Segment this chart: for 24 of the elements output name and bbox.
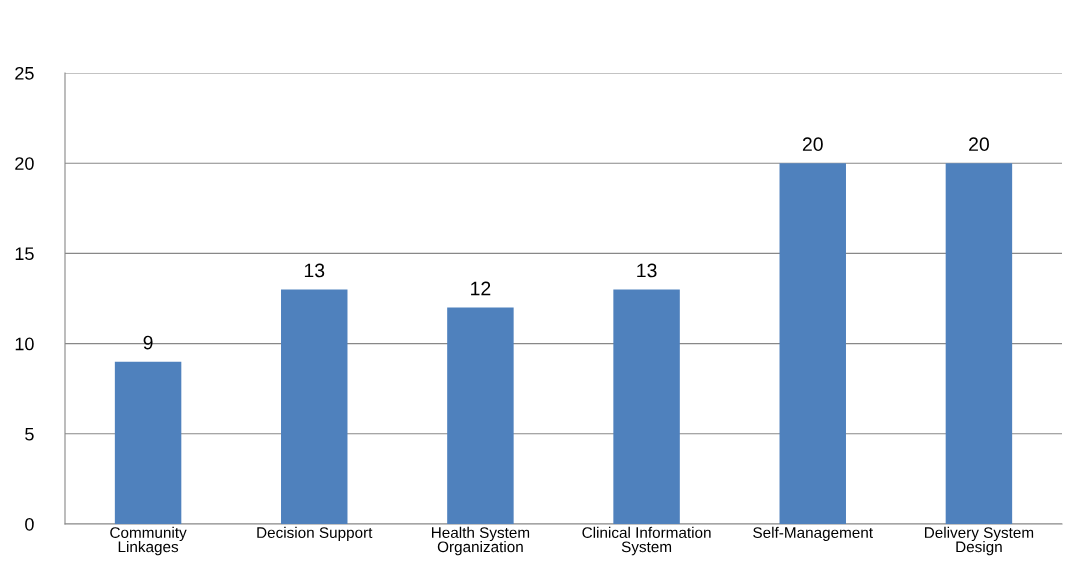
y-tick-label: 20 bbox=[15, 157, 34, 170]
y-tick-label: 0 bbox=[25, 517, 34, 531]
data-label: 13 bbox=[304, 263, 325, 278]
y-tick-label: 15 bbox=[15, 247, 34, 261]
data-label: 13 bbox=[637, 263, 657, 278]
data-label: 9 bbox=[143, 335, 153, 350]
y-tick-label: 5 bbox=[25, 427, 34, 441]
data-label: 20 bbox=[969, 137, 989, 152]
bar bbox=[613, 289, 680, 524]
x-tick-label: Clinical Information System bbox=[582, 526, 711, 556]
y-tick-label: 10 bbox=[15, 337, 34, 351]
x-tick-label: Community Linkages bbox=[110, 526, 187, 556]
data-label: 12 bbox=[471, 281, 491, 296]
y-tick-label: 25 bbox=[15, 66, 34, 80]
bar bbox=[281, 289, 348, 524]
bar bbox=[945, 163, 1013, 524]
x-tick-label: Health System Organization bbox=[432, 526, 530, 556]
x-tick-label: Delivery System Design bbox=[924, 526, 1034, 556]
bar bbox=[114, 361, 182, 524]
x-tick-label: Decision Support bbox=[257, 526, 373, 542]
bar bbox=[779, 163, 846, 524]
x-tick-label: Self-Management bbox=[753, 526, 873, 542]
data-label: 20 bbox=[802, 137, 823, 152]
bar bbox=[447, 307, 514, 524]
